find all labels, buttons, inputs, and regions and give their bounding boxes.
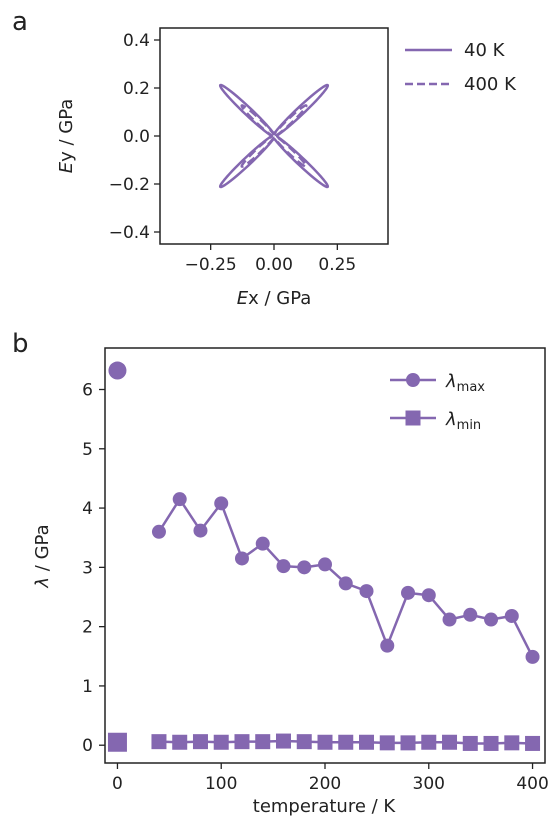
panel-b-ytick-label: 5 — [82, 440, 93, 460]
legend-label-400k: 400 K — [464, 74, 517, 95]
panel-b-frame — [104, 347, 546, 764]
panel-b-ytick-label: 1 — [82, 677, 93, 697]
data-point-lambda-min — [192, 734, 208, 750]
data-point-lambda-min — [379, 735, 395, 751]
data-point-lambda-max — [525, 649, 540, 664]
data-point-lambda-max — [504, 608, 519, 623]
panel-a-xtick-label: 0.00 — [255, 255, 293, 275]
panel-a-xtick-label: 0.25 — [318, 255, 356, 275]
data-point-lambda-max — [318, 557, 332, 572]
data-point-lambda-max — [172, 492, 187, 507]
data-point-lambda-max — [276, 559, 291, 574]
panel-b-legend: λmax λmin — [390, 371, 485, 433]
data-point-lambda-max — [214, 496, 229, 511]
panel-b-ylabel: λ / GPa — [32, 524, 53, 588]
data-point-lambda-min — [421, 734, 437, 750]
data-point-lambda-min — [151, 734, 167, 750]
data-point-lambda-min — [483, 735, 499, 751]
data-point-lambda-max — [401, 585, 416, 600]
data-point-lambda-min — [442, 734, 458, 750]
panel-b: b 0 100 200 300 400 0 1 2 3 4 5 6 temperature / K λ… — [12, 329, 549, 817]
panel-label-b: b — [12, 329, 29, 359]
data-point-lambda-max — [255, 536, 270, 551]
data-point-lambda-max — [359, 584, 374, 599]
data-point-lambda-min — [172, 734, 188, 750]
panel-b-xtick-label: 300 — [413, 774, 445, 794]
legend-label-lambda-max: λmax — [445, 371, 485, 395]
data-point-lambda-min — [107, 732, 127, 752]
panel-a-xtick-label: −0.25 — [185, 255, 237, 275]
panel-a-ytick-label: −0.2 — [109, 175, 150, 195]
data-point-lambda-min — [359, 734, 375, 750]
panel-b-xtick-label: 200 — [309, 774, 341, 794]
panel-b-xtick-label: 100 — [205, 774, 237, 794]
data-point-lambda-max — [297, 560, 312, 575]
panel-a-ticks: −0.25 0.00 0.25 −0.4 −0.2 0.0 0.2 0.4 — [109, 31, 357, 275]
panel-a-ytick-label: 0.4 — [123, 31, 150, 51]
panel-a-ytick-label: −0.4 — [109, 223, 150, 243]
data-point-lambda-max — [442, 612, 457, 627]
panel-b-xlabel: temperature / K — [253, 796, 397, 817]
legend-label-40k: 40 K — [464, 40, 506, 61]
data-point-lambda-min — [338, 734, 354, 750]
legend-marker-lambda-min — [405, 410, 421, 426]
panel-a-curves — [218, 83, 330, 189]
panel-b-ytick-label: 0 — [82, 736, 93, 756]
legend-label-lambda-min: λmin — [445, 409, 481, 433]
data-point-lambda-min — [296, 734, 312, 750]
panel-a: a −0.25 0.00 0.25 −0.4 −0.2 0.0 0.2 0.4 Ex / GP… — [12, 7, 517, 309]
data-point-lambda-min — [400, 735, 416, 751]
panel-a-ytick-label: 0.0 — [123, 127, 150, 147]
data-point-lambda-min — [504, 735, 520, 751]
data-point-lambda-min — [317, 734, 333, 750]
data-point-lambda-max — [151, 524, 166, 539]
panel-a-xlabel: Ex / GPa — [237, 288, 312, 309]
data-point-lambda-max — [234, 551, 249, 566]
panel-label-a: a — [12, 7, 28, 37]
panel-a-ytick-label: 0.2 — [123, 79, 150, 99]
data-point-lambda-max — [338, 576, 353, 591]
data-point-lambda-max — [380, 638, 395, 653]
data-point-lambda-min — [525, 735, 541, 751]
series-line-40k — [218, 83, 330, 189]
data-point-lambda-min — [213, 734, 229, 750]
data-point-lambda-min — [275, 733, 291, 749]
panel-b-series — [107, 361, 541, 752]
data-point-lambda-max — [108, 361, 127, 380]
legend-marker-lambda-max — [406, 373, 420, 387]
panel-b-ytick-label: 2 — [82, 618, 93, 638]
panel-b-ticks: 0 100 200 300 400 0 1 2 3 4 5 6 — [82, 381, 549, 795]
data-point-lambda-max — [421, 588, 436, 603]
series-line-400k — [240, 104, 308, 168]
data-point-lambda-min — [255, 734, 271, 750]
panel-a-legend: 40 K 400 K — [405, 40, 517, 95]
data-point-lambda-max — [463, 607, 478, 622]
data-point-lambda-min — [462, 735, 478, 751]
panel-b-ytick-label: 4 — [82, 499, 93, 519]
panel-b-xtick-label: 0 — [112, 774, 123, 794]
panel-b-ytick-label: 6 — [82, 381, 93, 401]
panel-a-frame — [159, 27, 389, 245]
data-point-lambda-min — [234, 734, 250, 750]
panel-b-ytick-label: 3 — [82, 558, 93, 578]
panel-a-ylabel: Ey / GPa — [56, 99, 77, 174]
panel-b-xtick-label: 400 — [516, 774, 548, 794]
data-point-lambda-max — [484, 612, 499, 627]
data-point-lambda-max — [193, 523, 208, 538]
